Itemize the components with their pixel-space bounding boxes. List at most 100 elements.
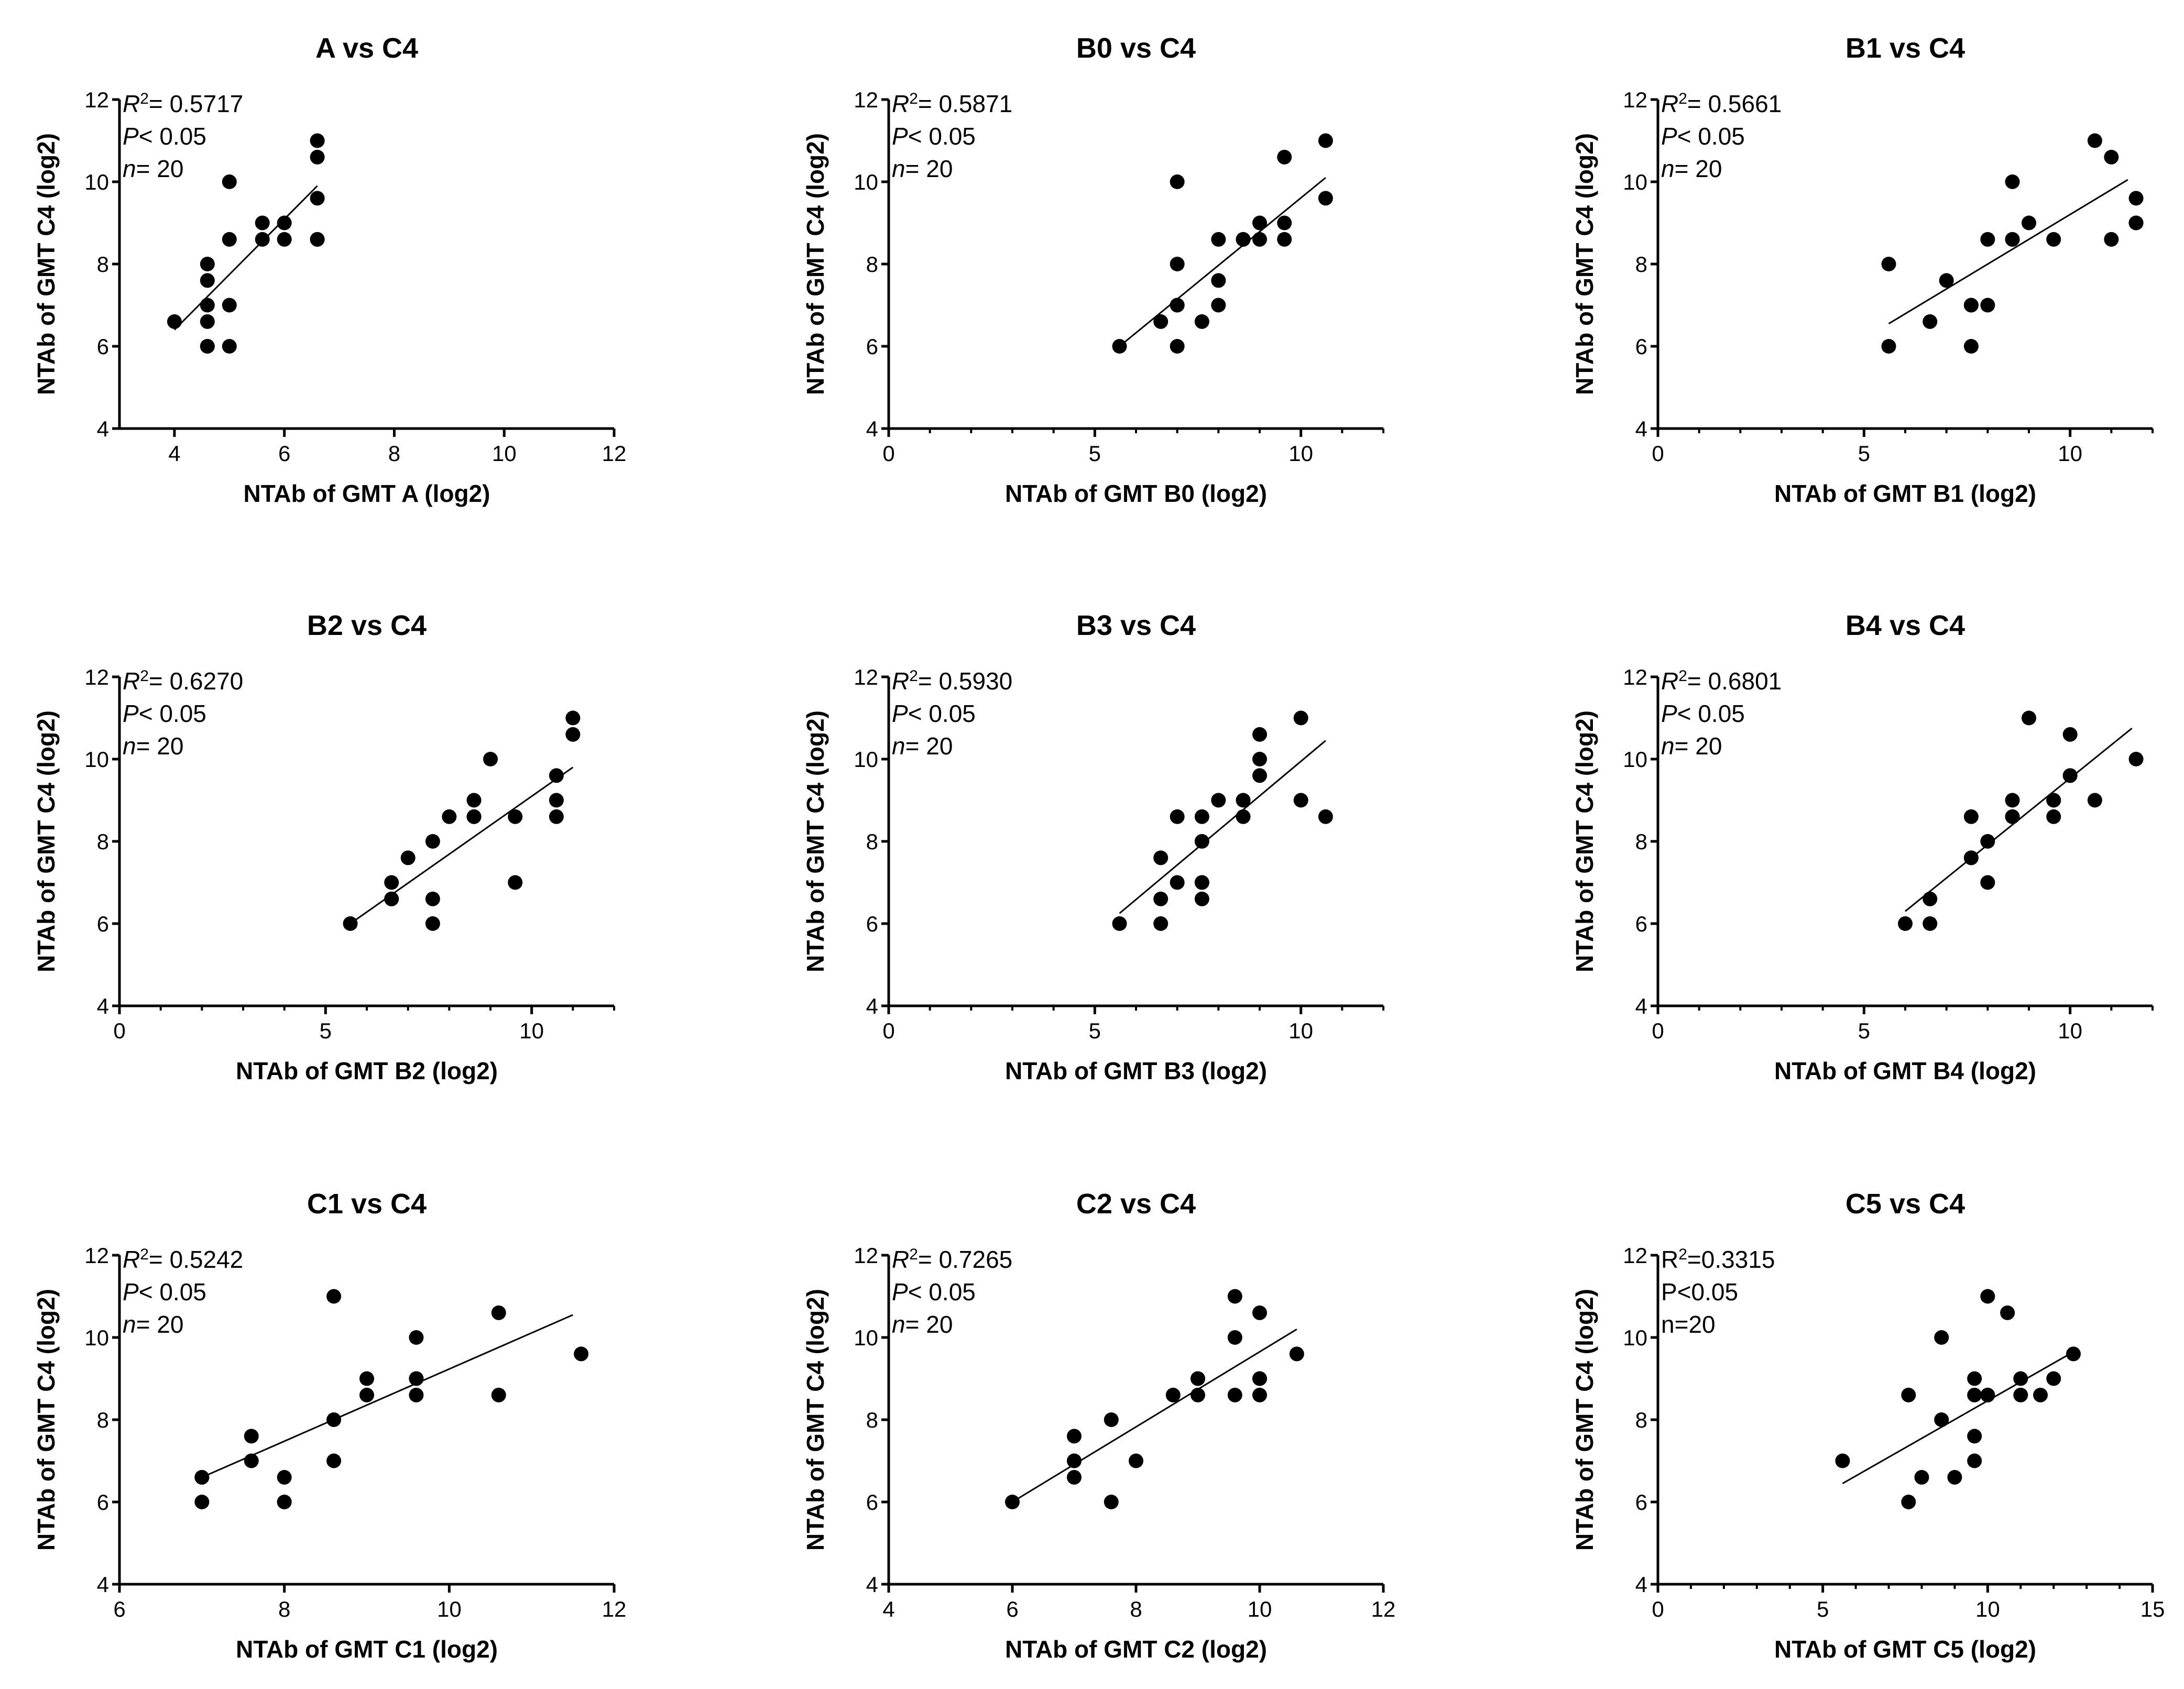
p-symbol: P xyxy=(123,1278,139,1306)
y-tick-label: 6 xyxy=(866,334,878,359)
y-tick-label: 12 xyxy=(84,1243,109,1268)
p-value: < 0.05 xyxy=(908,123,976,150)
data-point xyxy=(425,834,440,849)
chart-title: B1 vs C4 xyxy=(1846,32,1965,64)
data-point xyxy=(1191,1371,1205,1386)
data-point xyxy=(2062,768,2078,783)
r-squared-value: = 0.5717 xyxy=(149,90,243,117)
data-point xyxy=(1923,891,1938,906)
chart-title: B4 vs C4 xyxy=(1846,610,1965,641)
data-point xyxy=(1067,1429,1082,1444)
data-point xyxy=(1963,850,1979,865)
data-point xyxy=(1939,273,1954,288)
data-point xyxy=(1980,1289,1995,1304)
data-point xyxy=(1252,1305,1267,1320)
x-tick-label: 10 xyxy=(519,1018,544,1043)
data-point xyxy=(2005,809,2020,824)
data-point xyxy=(1967,1387,1982,1402)
n-symbol: n xyxy=(892,155,905,182)
x-tick-label: 5 xyxy=(1817,1597,1829,1621)
x-tick-label: 0 xyxy=(1652,1018,1664,1043)
data-point xyxy=(244,1453,259,1468)
p-value: < 0.05 xyxy=(1677,123,1745,150)
data-point xyxy=(222,174,237,189)
data-point xyxy=(1881,257,1896,271)
n-symbol: n xyxy=(123,732,136,760)
data-point xyxy=(1901,1387,1916,1402)
data-point xyxy=(1934,1412,1949,1427)
data-point xyxy=(1277,215,1292,231)
y-tick-label: 8 xyxy=(866,1408,878,1432)
data-point xyxy=(359,1371,374,1386)
y-tick-label: 12 xyxy=(1623,1243,1647,1268)
y-axis-label: NTAb of GMT C4 (log2) xyxy=(32,133,60,395)
data-point xyxy=(1293,710,1308,726)
n-value: = 20 xyxy=(1675,155,1722,182)
data-point xyxy=(409,1371,424,1386)
r-squared-text: R2=0.3315 xyxy=(1661,1246,1775,1274)
data-point xyxy=(442,809,457,824)
x-axis-label: NTAb of GMT C1 (log2) xyxy=(236,1636,498,1663)
p-value: < 0.05 xyxy=(1677,700,1745,727)
data-point xyxy=(1967,1429,1982,1444)
data-point xyxy=(565,710,581,726)
r-squared-text: R2= 0.5930 xyxy=(892,667,1012,695)
n-symbol: n xyxy=(1661,732,1675,760)
data-point xyxy=(1252,1387,1267,1402)
x-tick-label: 10 xyxy=(1248,1597,1272,1621)
x-tick-label: 10 xyxy=(2058,1018,2082,1043)
data-point xyxy=(1252,768,1267,783)
data-point xyxy=(1947,1469,1962,1485)
data-point xyxy=(200,273,215,288)
p-value-text: P<0.05 xyxy=(1661,1278,1738,1306)
data-point xyxy=(277,215,292,231)
p-symbol: P xyxy=(123,700,139,727)
data-point xyxy=(1236,809,1251,824)
data-point xyxy=(343,916,358,931)
x-tick-label: 10 xyxy=(1288,441,1313,466)
n-value: = 20 xyxy=(905,155,953,182)
x-tick-label: 8 xyxy=(278,1597,290,1621)
data-point xyxy=(1252,752,1267,766)
data-point xyxy=(425,916,440,931)
n-text: n= 20 xyxy=(892,1311,953,1338)
p-value: < 0.05 xyxy=(139,1278,206,1306)
r-symbol: R xyxy=(892,1246,909,1273)
r-symbol: R xyxy=(123,1246,140,1273)
data-point xyxy=(491,1305,506,1320)
y-tick-label: 8 xyxy=(1635,1408,1647,1432)
data-point xyxy=(167,314,182,329)
y-tick-label: 8 xyxy=(866,252,878,277)
data-point xyxy=(2046,809,2061,824)
x-axis-label: NTAb of GMT B1 (log2) xyxy=(1774,480,2036,507)
p-value: < 0.05 xyxy=(139,123,206,150)
data-point xyxy=(1923,314,1938,329)
data-point xyxy=(425,891,440,906)
r-symbol: R xyxy=(892,90,909,117)
y-tick-label: 4 xyxy=(866,416,878,441)
n-text: n= 20 xyxy=(892,732,953,760)
y-axis-label: NTAb of GMT C4 (log2) xyxy=(802,133,829,395)
y-tick-label: 8 xyxy=(866,829,878,854)
y-axis-label: NTAb of GMT C4 (log2) xyxy=(32,710,60,972)
chart-panel-4: B2 vs C4 4 6 8 10 12 0 5 10 NTAb of GMT B2 (log2)… xyxy=(32,610,615,1084)
y-axis-label: NTAb of GMT C4 (log2) xyxy=(32,1289,60,1551)
chart-title: A vs C4 xyxy=(315,32,418,64)
data-point xyxy=(1277,232,1292,247)
y-tick-label: 12 xyxy=(1623,87,1647,112)
data-point xyxy=(409,1387,424,1402)
data-point xyxy=(2046,793,2061,808)
x-axis-label: NTAb of GMT B4 (log2) xyxy=(1774,1057,2036,1084)
x-tick-label: 6 xyxy=(113,1597,125,1621)
r-squared-text: R2= 0.6801 xyxy=(1661,667,1782,695)
data-point xyxy=(1165,1387,1181,1402)
data-point xyxy=(1835,1453,1850,1468)
x-tick-label: 0 xyxy=(1652,1597,1664,1621)
n-text: n= 20 xyxy=(123,155,183,182)
data-point xyxy=(2000,1305,2015,1320)
x-axis-label: NTAb of GMT A (log2) xyxy=(244,480,490,507)
data-point xyxy=(359,1387,374,1402)
p-value-text: P< 0.05 xyxy=(123,1278,206,1306)
r-squared-value: = 0.6270 xyxy=(149,667,243,695)
data-point xyxy=(508,809,523,824)
